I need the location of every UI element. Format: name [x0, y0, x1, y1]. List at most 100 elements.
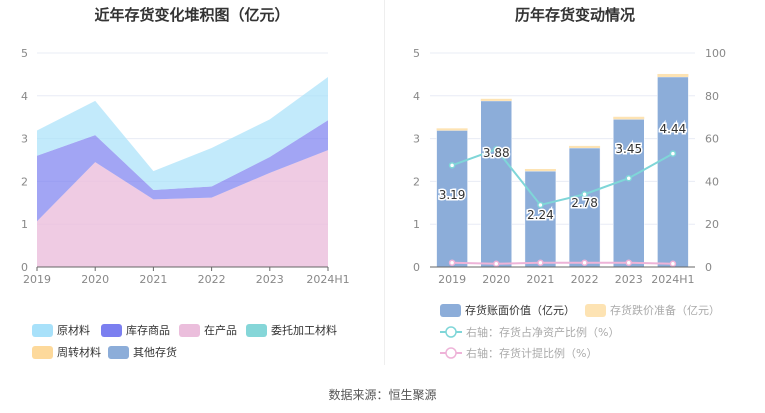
legend-item-5[interactable]: 其他存货: [108, 344, 177, 360]
legend-item-2[interactable]: 在产品: [179, 322, 237, 338]
bar-book-value: [657, 76, 689, 268]
left-y-tick-label: 5: [21, 47, 28, 60]
left-x-tick-label: 2020: [81, 273, 109, 286]
right-chart-title: 历年存货变动情况: [514, 6, 635, 24]
right-x-tick-label: 2021: [526, 273, 554, 286]
area-库存商品: [37, 120, 328, 222]
line-provision-point: [581, 259, 588, 266]
line-provision: [452, 261, 673, 265]
area-原材料: [37, 76, 328, 190]
right-y2-tick-label: 100: [705, 47, 726, 60]
legend-line-icon: [440, 326, 462, 338]
area-在产品: [37, 150, 328, 267]
bar-reserve: [436, 128, 468, 131]
line-provision-point: [493, 260, 500, 268]
bar-book-value: [436, 130, 468, 268]
left-x-tick-label: 2019: [23, 273, 51, 286]
left-y-tick-label: 2: [21, 175, 28, 188]
legend-label: 原材料: [57, 324, 90, 337]
bar-reserve: [613, 116, 645, 120]
right-y2-tick-label: 20: [705, 218, 719, 231]
legend-label: 周转材料: [57, 346, 101, 359]
line-ratio-point: [669, 150, 677, 157]
line-ratio-point: [581, 190, 588, 198]
legend-label: 委托加工材料: [271, 324, 337, 337]
line-provision-point: [537, 259, 544, 266]
bar-data-label: 2.78: [571, 196, 598, 210]
right-x-tick-label: 2024H1: [651, 273, 694, 286]
bar-reserve: [480, 98, 512, 101]
right-x-tick-label: 2020: [482, 273, 510, 286]
right-x-tick-label: 2023: [615, 273, 643, 286]
divider: [384, 0, 385, 365]
legend-item-3[interactable]: 右轴：存货计提比例（%）: [440, 345, 597, 361]
legend-label: 其他存货: [133, 346, 177, 359]
left-y-tick-label: 0: [21, 261, 28, 274]
legend-item-2[interactable]: 右轴：存货占净资产比例（%）: [440, 324, 619, 340]
left-y-tick-label: 4: [21, 90, 28, 103]
right-y-tick-label: 2: [413, 175, 420, 188]
line-ratio-point: [493, 146, 500, 153]
legend-swatch: [32, 323, 53, 337]
legend-swatch: [108, 345, 129, 359]
left-chart-title: 近年存货变化堆积图（亿元）: [94, 6, 290, 24]
bar-reserve: [657, 73, 689, 77]
legend-swatch: [440, 303, 461, 317]
legend-swatch: [585, 303, 606, 317]
right-y2-tick-label: 40: [705, 175, 719, 188]
left-x-tick-label: 2023: [256, 273, 284, 286]
legend-item-3[interactable]: 委托加工材料: [246, 322, 337, 338]
legend-item-4[interactable]: 周转材料: [32, 344, 101, 360]
legend-swatch: [32, 345, 53, 359]
left-x-tick-label: 2022: [198, 273, 226, 286]
legend-swatch: [179, 323, 200, 337]
legend-line-icon: [440, 347, 462, 359]
legend-swatch: [101, 323, 122, 337]
legend-item-0[interactable]: 原材料: [32, 322, 90, 338]
legend-item-1[interactable]: 库存商品: [101, 322, 170, 338]
line-ratio-point: [448, 162, 456, 169]
bar-data-label: 3.88: [483, 146, 510, 160]
line-ratio-point: [625, 174, 632, 182]
bar-data-label: 3.19: [439, 188, 466, 202]
right-y-tick-label: 1: [413, 218, 420, 231]
right-y2-tick-label: 80: [705, 90, 719, 103]
right-y-tick-label: 4: [413, 90, 420, 103]
bar-data-label: 3.45: [615, 142, 642, 156]
bar-book-value: [480, 100, 512, 268]
legend-label: 存货账面价值（亿元）: [465, 304, 575, 317]
right-y-tick-label: 0: [413, 261, 420, 274]
bar-data-label: 2.24: [527, 208, 554, 222]
right-y-tick-label: 5: [413, 47, 420, 60]
right-y2-tick-label: 0: [705, 261, 712, 274]
legend-label: 存货跌价准备（亿元）: [610, 304, 720, 317]
bar-reserve: [569, 145, 601, 149]
legend-item-0[interactable]: 存货账面价值（亿元）: [440, 302, 575, 318]
bar-reserve: [524, 168, 556, 172]
legend-label: 库存商品: [126, 324, 170, 337]
legend-label: 右轴：存货计提比例（%）: [466, 347, 598, 360]
line-provision-point: [669, 260, 677, 268]
bar-book-value: [613, 119, 645, 268]
right-y2-tick-label: 60: [705, 133, 719, 146]
bar-book-value: [524, 170, 557, 268]
legend-label: 在产品: [204, 324, 237, 337]
bar-data-label: 4.44: [660, 122, 687, 136]
right-x-tick-label: 2019: [438, 273, 466, 286]
left-y-tick-label: 1: [21, 218, 28, 231]
right-x-tick-label: 2022: [571, 273, 599, 286]
legend-swatch: [246, 323, 267, 337]
line-provision-point: [625, 259, 632, 266]
left-x-tick-label: 2021: [139, 273, 167, 286]
left-x-tick-label: 2024H1: [306, 273, 349, 286]
left-y-tick-label: 3: [21, 133, 28, 146]
line-provision-point: [448, 259, 456, 266]
right-y-tick-label: 3: [413, 133, 420, 146]
charts-canvas: 0 1 2 3 4 5 2019 2020 2021 2022 2023 2024H1 0 0 1 20 2 40…: [21, 47, 726, 286]
line-ratio-point: [537, 201, 544, 209]
line-ratio: [451, 148, 674, 207]
data-source: 数据来源：恒生聚源: [328, 388, 437, 402]
legend-item-1[interactable]: 存货跌价准备（亿元）: [585, 302, 720, 318]
legend-label: 右轴：存货占净资产比例（%）: [466, 326, 620, 339]
bar-book-value: [568, 147, 601, 268]
